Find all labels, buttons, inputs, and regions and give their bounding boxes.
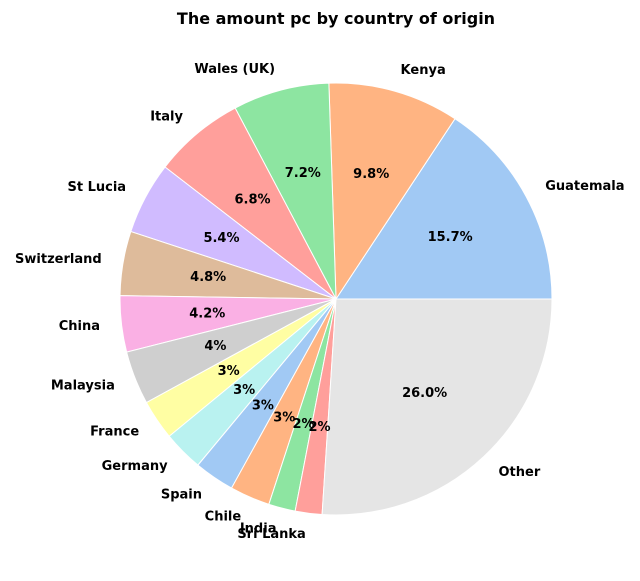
- pie-percent-label-kenya: 9.8%: [353, 167, 389, 182]
- pie-percent-label-india: 2%: [293, 417, 315, 432]
- pie-category-label-wales-uk: Wales (UK): [194, 62, 275, 77]
- pie-percent-label-chile: 3%: [273, 410, 295, 425]
- pie-percent-label-france: 3%: [218, 364, 240, 379]
- pie-percent-label-switzerland: 4.8%: [190, 270, 226, 285]
- pie-slice-kenya: [328, 82, 456, 301]
- pie-category-label-india: India: [240, 522, 277, 537]
- pie-percent-label-guatemala: 15.7%: [428, 230, 473, 245]
- pie-category-label-st-lucia: St Lucia: [67, 180, 126, 195]
- pie-slice-guatemala: [335, 118, 553, 300]
- pie-percent-label-china: 4.2%: [189, 307, 225, 322]
- pie-category-label-france: France: [90, 425, 139, 440]
- pie-category-label-germany: Germany: [102, 459, 168, 474]
- pie-category-label-other: Other: [499, 465, 541, 480]
- pie-percent-label-other: 26.0%: [402, 386, 447, 401]
- pie-percent-label-sri-lanka: 2%: [308, 420, 330, 435]
- pie-percent-label-italy: 6.8%: [235, 192, 271, 207]
- pie-category-label-china: China: [59, 319, 100, 334]
- pie-category-label-guatemala: Guatemala: [545, 179, 624, 194]
- pie-category-label-sri-lanka: Sri Lanka: [237, 527, 306, 542]
- pie-category-label-chile: Chile: [205, 509, 242, 524]
- percent-labels-layer: 15.7%9.8%7.2%6.8%5.4%4.8%4.2%4%3%3%3%3%2…: [189, 166, 472, 435]
- category-labels-layer: Guatemala Kenya Wales (UK) Italy St Lucia Swi…: [15, 62, 624, 542]
- pie-category-label-switzerland: Switzerland: [15, 252, 102, 267]
- pie-percent-label-germany: 3%: [233, 383, 255, 398]
- pie-category-label-spain: Spain: [161, 488, 202, 503]
- pie-percent-label-spain: 3%: [252, 399, 274, 414]
- pie-category-label-italy: Italy: [150, 110, 183, 125]
- pie-slice-other: [321, 298, 553, 516]
- slices-layer: [119, 82, 553, 516]
- pie-category-label-malaysia: Malaysia: [51, 378, 115, 393]
- pie-category-label-kenya: Kenya: [401, 63, 446, 78]
- pie-percent-label-st-lucia: 5.4%: [203, 231, 239, 246]
- pie-percent-label-malaysia: 4%: [204, 339, 226, 354]
- chart-title: The amount pc by country of origin: [177, 9, 495, 28]
- pie-percent-label-wales-uk: 7.2%: [285, 166, 321, 181]
